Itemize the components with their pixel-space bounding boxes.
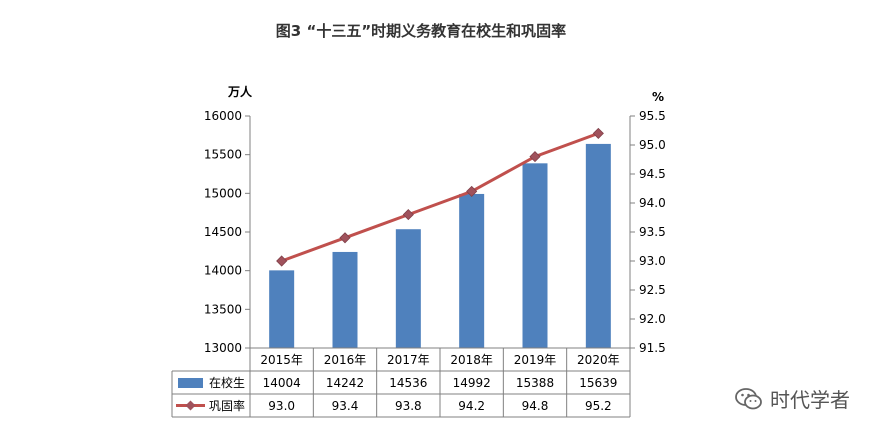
right-axis-unit: % [652,90,664,104]
right-tick-label: 93.0 [639,254,666,268]
left-tick-label: 16000 [204,109,242,123]
bar [522,163,548,348]
bar-data-label: 15639 [579,376,617,390]
left-tick-label: 14000 [204,264,242,278]
bar-data-label: 15388 [516,376,554,390]
bar-data-label: 14004 [263,376,301,390]
line-data-label: 93.0 [268,399,295,413]
line-point [402,209,414,221]
left-tick-label: 15500 [204,148,242,162]
legend-label-line: 巩固率 [209,398,245,413]
line-data-label: 94.8 [522,399,549,413]
line-data-label: 94.2 [458,399,485,413]
plot-area: 13000 13500 14000 14500 15000 15500 16000 91.5 9… [204,109,666,355]
left-tick-label: 14500 [204,225,242,239]
category-label: 2015年 [260,353,303,367]
category-label: 2019年 [514,353,557,367]
bar [332,251,358,348]
right-tick-label: 94.0 [639,196,666,210]
right-tick-label: 92.5 [639,283,666,297]
legend-label-bar: 在校生 [209,375,245,390]
wechat-icon [735,387,762,409]
line-point [592,127,604,139]
legend-swatch-bar [178,378,203,388]
bar [269,270,295,348]
line-point [276,255,288,267]
chart-title: 图3 “十三五”时期义务教育在校生和巩固率 [276,22,566,40]
right-tick-label: 91.5 [639,341,666,355]
line-series [281,131,599,263]
category-label: 2016年 [324,353,367,367]
left-tick-label: 13500 [204,302,242,316]
watermark: 时代学者 [734,384,850,413]
category-label: 2017年 [387,353,430,367]
category-label: 2018年 [450,353,493,367]
category-label: 2020年 [577,353,620,367]
left-tick-label: 15000 [204,186,242,200]
bar [395,229,421,348]
right-tick-label: 95.0 [639,138,666,152]
left-axis-unit: 万人 [227,84,253,99]
left-tick-label: 13000 [204,341,242,355]
bar [585,143,611,348]
line-point [466,185,478,197]
legend-marker-line [185,400,196,411]
line-data-label: 95.2 [585,399,612,413]
line-point [529,151,541,163]
right-tick-label: 94.5 [639,167,666,181]
bar-data-label: 14992 [453,376,491,390]
line-data-label: 93.4 [332,399,359,413]
line-data-label: 93.8 [395,399,422,413]
line-point [339,232,351,244]
right-tick-label: 92.0 [639,312,666,326]
right-tick-label: 93.5 [639,225,666,239]
bar [459,193,485,348]
bar-data-label: 14242 [326,376,364,390]
bar-data-label: 14536 [389,376,427,390]
watermark-text: 时代学者 [770,388,850,412]
right-tick-label: 95.5 [639,109,666,123]
